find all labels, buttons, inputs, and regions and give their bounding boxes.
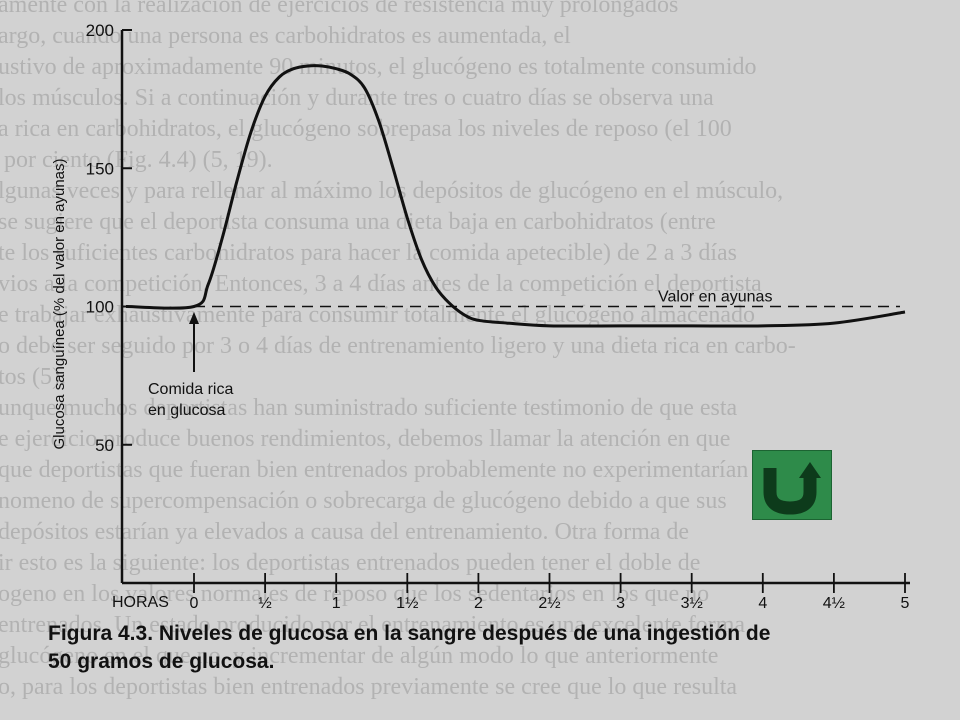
annotation-text: Comida rica — [148, 381, 233, 398]
caption-line-1: Figura 4.3. Niveles de glucosa en la san… — [48, 622, 771, 645]
background-text-line: ...depósitos estarían ya elevados a caus… — [0, 519, 690, 545]
y-ticks: 50 100 150 200 — [86, 21, 132, 455]
figure-caption: Figura 4.3. Niveles de glucosa en la san… — [48, 620, 770, 676]
glucose-curve — [125, 64, 906, 328]
background-text-line: ...o debe ser seguido por 3 o 4 días de … — [0, 333, 796, 359]
back-arrow-u-icon — [763, 462, 821, 515]
annotation-text: en glucosa — [148, 402, 225, 419]
x-tick-label: 5 — [901, 595, 910, 612]
background-text-line: ...se sugiere que el deportista consuma … — [0, 209, 716, 235]
x-tick-label: 3½ — [681, 595, 703, 612]
background-text-line: ...ogeno en los valores normales de repo… — [0, 581, 710, 607]
x-tick-label: 1½ — [396, 595, 418, 612]
x-ticks: 0 ½ 1 1½ 2 2½ 3 3½ 4 4½ 5 — [190, 573, 910, 612]
x-tick-label: 4½ — [823, 595, 845, 612]
glucose-chart: 50 100 150 200 0 ½ 1 1½ 2 2½ 3 3½ 4 4½ 5 Glucosa sang… — [51, 21, 910, 612]
x-axis-label: HORAS — [112, 594, 169, 611]
background-text-line: ...los músculos. Si a continuación y dur… — [0, 85, 714, 111]
background-text-line: ...o, para los deportistas bien entrenad… — [0, 674, 738, 700]
meal-annotation: Comida rica en glucosa — [148, 312, 233, 419]
x-tick-label: ½ — [258, 595, 271, 612]
background-text-line: ...ir esto es la siguiente: los deportis… — [0, 550, 701, 576]
x-tick-label: 2½ — [538, 595, 560, 612]
y-axis-label: Glucosa sanguínea (% del valor en ayunas… — [51, 158, 68, 449]
x-tick-label: 1 — [332, 595, 341, 612]
background-text-line: ...lgunas veces y para rellenar al máxim… — [0, 178, 784, 204]
background-text-line: ... por ciento (Fig. 4.4) (5, 19). — [0, 147, 273, 173]
caption-line-2: 50 gramos de glucosa. — [48, 650, 275, 673]
background-text-line: ...tos (5). — [0, 364, 66, 390]
background-text-line: ...que deportistas que fueran bien entre… — [0, 457, 749, 483]
background-text-line: ...argo, cuando una persona es carbohidr… — [0, 23, 571, 49]
x-tick-label: 3 — [616, 595, 625, 612]
background-text-line: ...glucógeno en el que no, y incrementar… — [0, 643, 719, 669]
back-navigation-button[interactable] — [752, 450, 832, 520]
background-text-line: ...entrenados. Un estado producido por e… — [0, 612, 746, 638]
y-tick-label: 50 — [95, 436, 114, 455]
annotation-arrowhead — [189, 312, 199, 324]
x-tick-label: 0 — [190, 595, 199, 612]
y-tick-label: 150 — [86, 159, 114, 178]
y-tick-label: 100 — [86, 298, 114, 317]
y-tick-label: 200 — [86, 21, 114, 40]
background-text-line: ...amente con la realización de ejercici… — [0, 0, 679, 18]
background-text-line: ...vios a la competición. Entonces, 3 a … — [0, 271, 762, 297]
fasting-baseline-label: Valor en ayunas — [658, 289, 772, 306]
x-tick-label: 4 — [758, 595, 767, 612]
x-tick-label: 2 — [474, 595, 483, 612]
background-text-line: ...ustivo de aproximadamente 90 minutos,… — [0, 54, 757, 80]
